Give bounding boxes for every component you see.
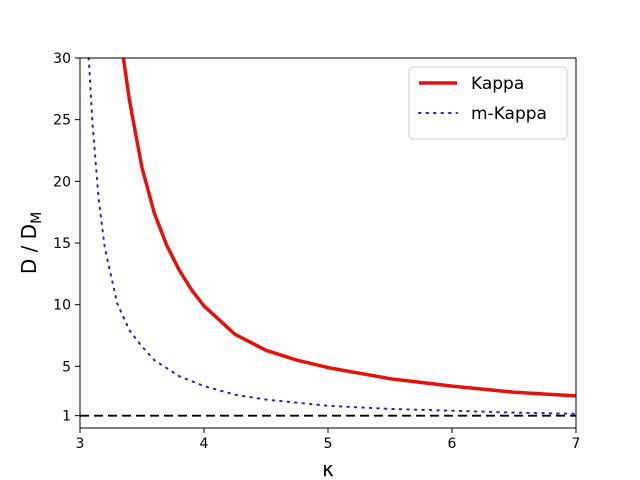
- legend-label-kappa: Kappa: [471, 74, 524, 94]
- x-tick-label: 7: [572, 436, 581, 452]
- y-tick-label: 15: [53, 236, 71, 252]
- x-tick-label: 4: [200, 436, 209, 452]
- y-tick-label: 25: [53, 113, 71, 129]
- y-tick-label: 10: [53, 298, 71, 314]
- legend-label-m-kappa: m-Kappa: [471, 104, 547, 124]
- y-axis-label: D / DM: [17, 212, 45, 274]
- x-tick-label: 6: [448, 436, 457, 452]
- y-tick-label: 5: [62, 359, 71, 375]
- y-tick-label: 20: [53, 174, 71, 190]
- x-axis: 3 4 5 6 7: [76, 428, 581, 452]
- legend: Kappa m-Kappa: [408, 66, 568, 140]
- y-tick-label: 30: [53, 51, 71, 67]
- x-tick-label: 5: [324, 436, 333, 452]
- x-axis-label: κ: [322, 457, 334, 480]
- series-line-m-kappa: [87, 57, 577, 415]
- y-axis-label-subscript: M: [29, 212, 45, 224]
- x-tick-label: 3: [76, 436, 85, 452]
- series-line-kappa: [121, 57, 577, 398]
- y-tick-label: 1: [62, 409, 71, 425]
- y-axis-label-main: D / D: [17, 224, 41, 274]
- legend-box: [408, 66, 568, 140]
- plot-series: [80, 57, 577, 417]
